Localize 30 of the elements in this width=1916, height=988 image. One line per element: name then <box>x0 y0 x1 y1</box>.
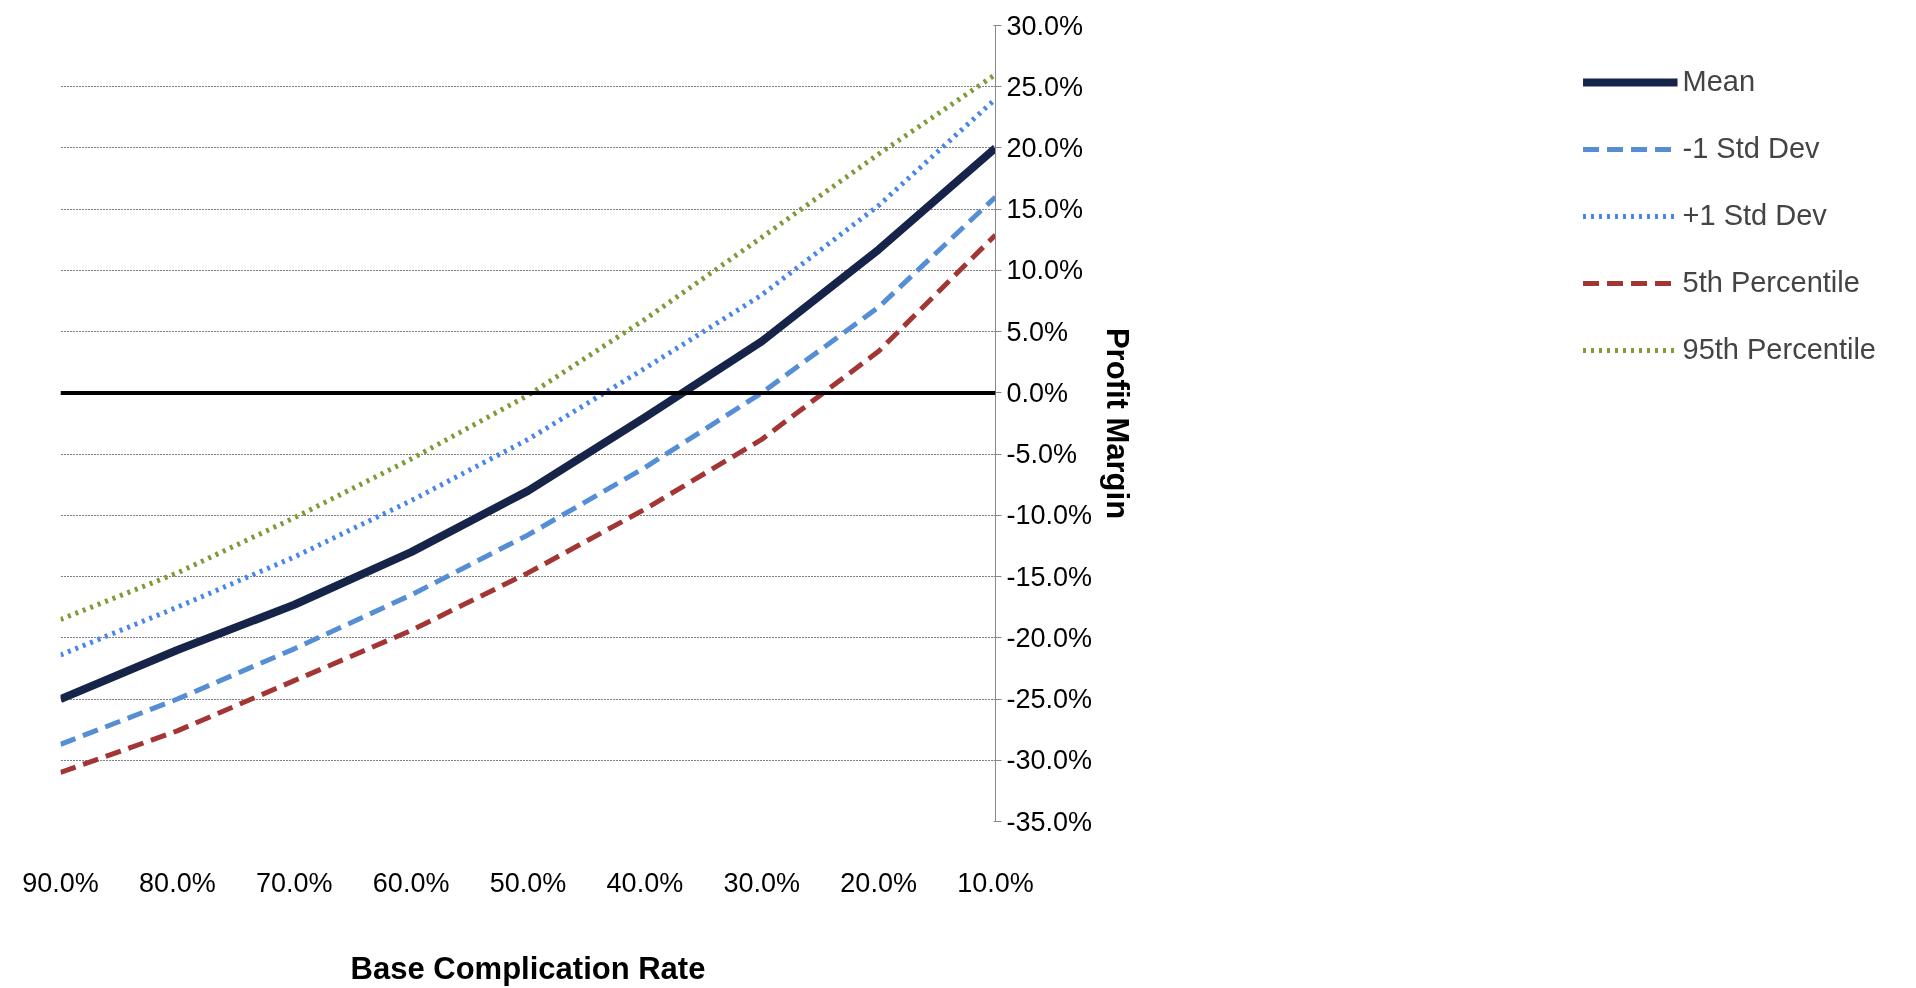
y-tick-label: -30.0% <box>1006 745 1093 776</box>
x-axis-title: Base Complication Rate <box>350 950 706 986</box>
y-tick-label: 15.0% <box>1006 194 1084 225</box>
y-axis-title: Profit Margin <box>1100 327 1136 520</box>
x-tick-label: 50.0% <box>489 867 567 898</box>
x-tick-label: 30.0% <box>723 867 801 898</box>
legend-label: 95th Percentile <box>1682 333 1876 366</box>
y-tick-label: -20.0% <box>1006 622 1093 653</box>
legend-label: Mean <box>1682 65 1756 98</box>
x-tick-label: 70.0% <box>255 867 333 898</box>
x-tick-label: 80.0% <box>139 867 216 898</box>
legend-label: 5th Percentile <box>1682 266 1860 299</box>
y-tick-label: -35.0% <box>1006 806 1093 837</box>
y-tick-label: 30.0% <box>1006 10 1084 41</box>
x-tick-label: 20.0% <box>840 867 917 898</box>
x-tick-label: 60.0% <box>372 867 450 898</box>
y-tick-label: 25.0% <box>1006 71 1084 102</box>
y-tick-label: 20.0% <box>1006 132 1084 163</box>
legend-label: -1 Std Dev <box>1682 132 1820 165</box>
x-tick-label: 10.0% <box>957 867 1034 898</box>
y-tick-label: -25.0% <box>1006 684 1093 715</box>
y-tick-label: -15.0% <box>1006 561 1093 592</box>
y-tick-label: 0.0% <box>1006 377 1069 408</box>
y-tick-label: 10.0% <box>1006 255 1084 286</box>
y-tick-label: -5.0% <box>1006 439 1078 470</box>
legend-label: +1 Std Dev <box>1682 199 1827 232</box>
x-tick-label: 90.0% <box>22 867 99 898</box>
x-tick-label: 40.0% <box>606 867 684 898</box>
y-tick-label: -10.0% <box>1006 500 1093 531</box>
y-tick-label: 5.0% <box>1006 316 1069 347</box>
